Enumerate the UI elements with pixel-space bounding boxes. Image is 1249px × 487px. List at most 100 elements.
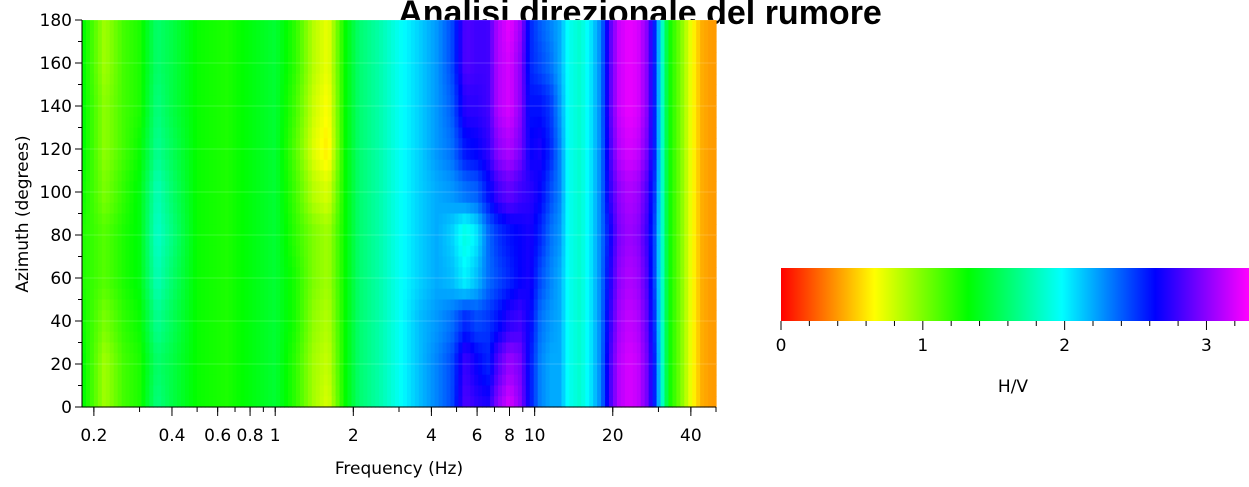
heatmap-cell [351, 246, 356, 257]
heatmap-cell [538, 203, 543, 214]
heatmap-cell [554, 42, 559, 53]
heatmap-cell [276, 117, 281, 128]
heatmap-cell [431, 171, 436, 182]
heatmap-cell [347, 192, 352, 203]
heatmap-cell [657, 192, 662, 203]
heatmap-cell [248, 171, 253, 182]
heatmap-cell [82, 63, 87, 74]
heatmap-cell [391, 138, 396, 149]
heatmap-cell [288, 42, 293, 53]
heatmap-cell [379, 235, 384, 246]
heatmap-cell [387, 224, 392, 235]
heatmap-cell [589, 52, 594, 63]
heatmap-cell [688, 106, 693, 117]
heatmap-cell [633, 31, 638, 42]
heatmap-cell [252, 42, 257, 53]
heatmap-cell [197, 52, 202, 63]
heatmap-cell [585, 300, 590, 311]
heatmap-cell [597, 310, 602, 321]
heatmap-cell [629, 332, 634, 343]
heatmap-cell [494, 235, 499, 246]
heatmap-cell [82, 85, 87, 96]
heatmap-cell [462, 289, 467, 300]
heatmap-cell [332, 257, 337, 268]
heatmap-cell [145, 95, 150, 106]
heatmap-cell [241, 20, 246, 31]
heatmap-cell [229, 74, 234, 85]
heatmap-cell [712, 246, 717, 257]
heatmap-cell [692, 300, 697, 311]
heatmap-cell [153, 138, 158, 149]
heatmap-cell [577, 267, 582, 278]
heatmap-cell [649, 95, 654, 106]
heatmap-cell [593, 214, 598, 225]
heatmap-cell [534, 63, 539, 74]
heatmap-cell [470, 160, 475, 171]
heatmap-cell [672, 149, 677, 160]
heatmap-cell [462, 160, 467, 171]
heatmap-cell [197, 289, 202, 300]
heatmap-cell [490, 278, 495, 289]
heatmap-cell [565, 42, 570, 53]
heatmap-cell [355, 138, 360, 149]
heatmap-cell [700, 138, 705, 149]
heatmap-cell [149, 203, 154, 214]
heatmap-cell [514, 343, 519, 354]
heatmap-cell [668, 235, 673, 246]
heatmap-cell [486, 52, 491, 63]
heatmap-cell [229, 343, 234, 354]
heatmap-cell [538, 246, 543, 257]
heatmap-cell [613, 31, 618, 42]
heatmap-cell [633, 310, 638, 321]
heatmap-cell [443, 149, 448, 160]
heatmap-cell [193, 149, 198, 160]
heatmap-cell [708, 181, 713, 192]
heatmap-cell [542, 203, 547, 214]
heatmap-cell [486, 31, 491, 42]
heatmap-cell [244, 300, 249, 311]
heatmap-cell [569, 214, 574, 225]
heatmap-cell [451, 171, 456, 182]
heatmap-cell [189, 42, 194, 53]
heatmap-cell [201, 235, 206, 246]
heatmap-cell [474, 214, 479, 225]
heatmap-cell [546, 95, 551, 106]
heatmap-cell [351, 149, 356, 160]
heatmap-cell [244, 31, 249, 42]
heatmap-cell [98, 310, 103, 321]
heatmap-cell [510, 106, 515, 117]
heatmap-cell [641, 332, 646, 343]
heatmap-cell [280, 74, 285, 85]
heatmap-cell [157, 42, 162, 53]
heatmap-cell [106, 85, 111, 96]
heatmap-cell [141, 310, 146, 321]
heatmap-cell [371, 74, 376, 85]
heatmap-cell [244, 52, 249, 63]
heatmap-cell [336, 257, 341, 268]
heatmap-cell [237, 257, 242, 268]
heatmap-cell [272, 20, 277, 31]
heatmap-cell [439, 117, 444, 128]
heatmap-cell [363, 42, 368, 53]
heatmap-cell [641, 160, 646, 171]
heatmap-cell [510, 95, 515, 106]
heatmap-cell [344, 31, 349, 42]
heatmap-cell [625, 74, 630, 85]
heatmap-cell [98, 278, 103, 289]
heatmap-cell [359, 74, 364, 85]
heatmap-cell [308, 20, 313, 31]
heatmap-cell [637, 289, 642, 300]
heatmap-cell [359, 106, 364, 117]
heatmap-cell [260, 95, 265, 106]
heatmap-cell [435, 31, 440, 42]
heatmap-cell [482, 267, 487, 278]
heatmap-cell [561, 106, 566, 117]
heatmap-cell [185, 278, 190, 289]
heatmap-cell [173, 117, 178, 128]
heatmap-cell [403, 20, 408, 31]
heatmap-cell [280, 181, 285, 192]
heatmap-cell [344, 20, 349, 31]
heatmap-cell [126, 257, 131, 268]
heatmap-cell [363, 257, 368, 268]
heatmap-cell [367, 214, 372, 225]
